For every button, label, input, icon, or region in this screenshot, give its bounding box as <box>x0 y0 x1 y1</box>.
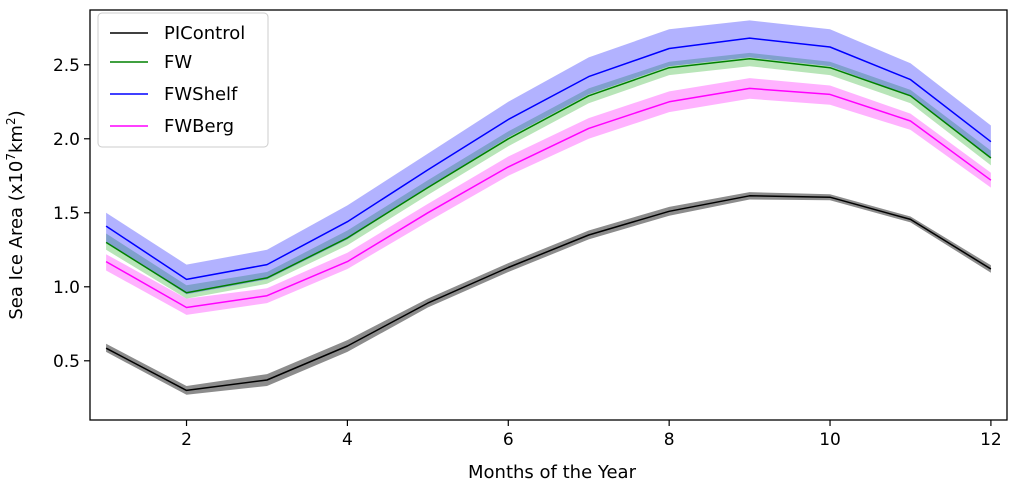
line-fw <box>105 58 992 294</box>
x-tick-label: 6 <box>503 430 514 450</box>
legend-label-fwshelf: FWShelf <box>164 84 238 105</box>
x-tick-label: 8 <box>664 430 675 450</box>
x-axis-ticks: 2 4 6 8 10 12 <box>181 420 1002 450</box>
uncertainty-bands <box>106 20 991 395</box>
y-tick-label: 2.5 <box>53 56 80 76</box>
legend-label-fwberg: FWBerg <box>164 116 234 137</box>
y-axis-label-exp2: 2 <box>4 117 18 125</box>
y-axis-label-main: Sea Ice Area (x10 <box>6 161 27 320</box>
y-axis-ticks: 0.5 1.0 1.5 2.0 2.5 <box>53 56 90 372</box>
x-tick-label: 10 <box>819 430 841 450</box>
y-axis-label: Sea Ice Area (x107km2) <box>4 110 27 319</box>
legend: PIControl FW FWShelf FWBerg <box>97 12 269 148</box>
legend-box <box>97 12 269 148</box>
x-tick-label: 2 <box>181 430 192 450</box>
series-lines <box>105 37 992 392</box>
y-axis-label-mid: km <box>6 125 27 153</box>
y-tick-label: 1.5 <box>53 204 80 224</box>
legend-label-fw: FW <box>164 52 192 73</box>
y-axis-label-end: ) <box>6 110 27 117</box>
x-tick-label: 4 <box>342 430 353 450</box>
line-fwberg <box>105 87 992 309</box>
y-tick-label: 0.5 <box>53 352 80 372</box>
y-tick-label: 1.0 <box>53 278 80 298</box>
plot-frame <box>89 9 1008 421</box>
band-fwshelf <box>106 20 991 295</box>
y-axis-label-exp1: 7 <box>4 153 18 161</box>
legend-label-picontrol: PIControl <box>164 23 245 44</box>
y-tick-label: 2.0 <box>53 130 80 150</box>
x-axis-label: Months of the Year <box>468 462 637 483</box>
line-picontrol <box>105 195 992 392</box>
x-tick-label: 12 <box>980 430 1002 450</box>
line-fwshelf <box>105 37 992 281</box>
